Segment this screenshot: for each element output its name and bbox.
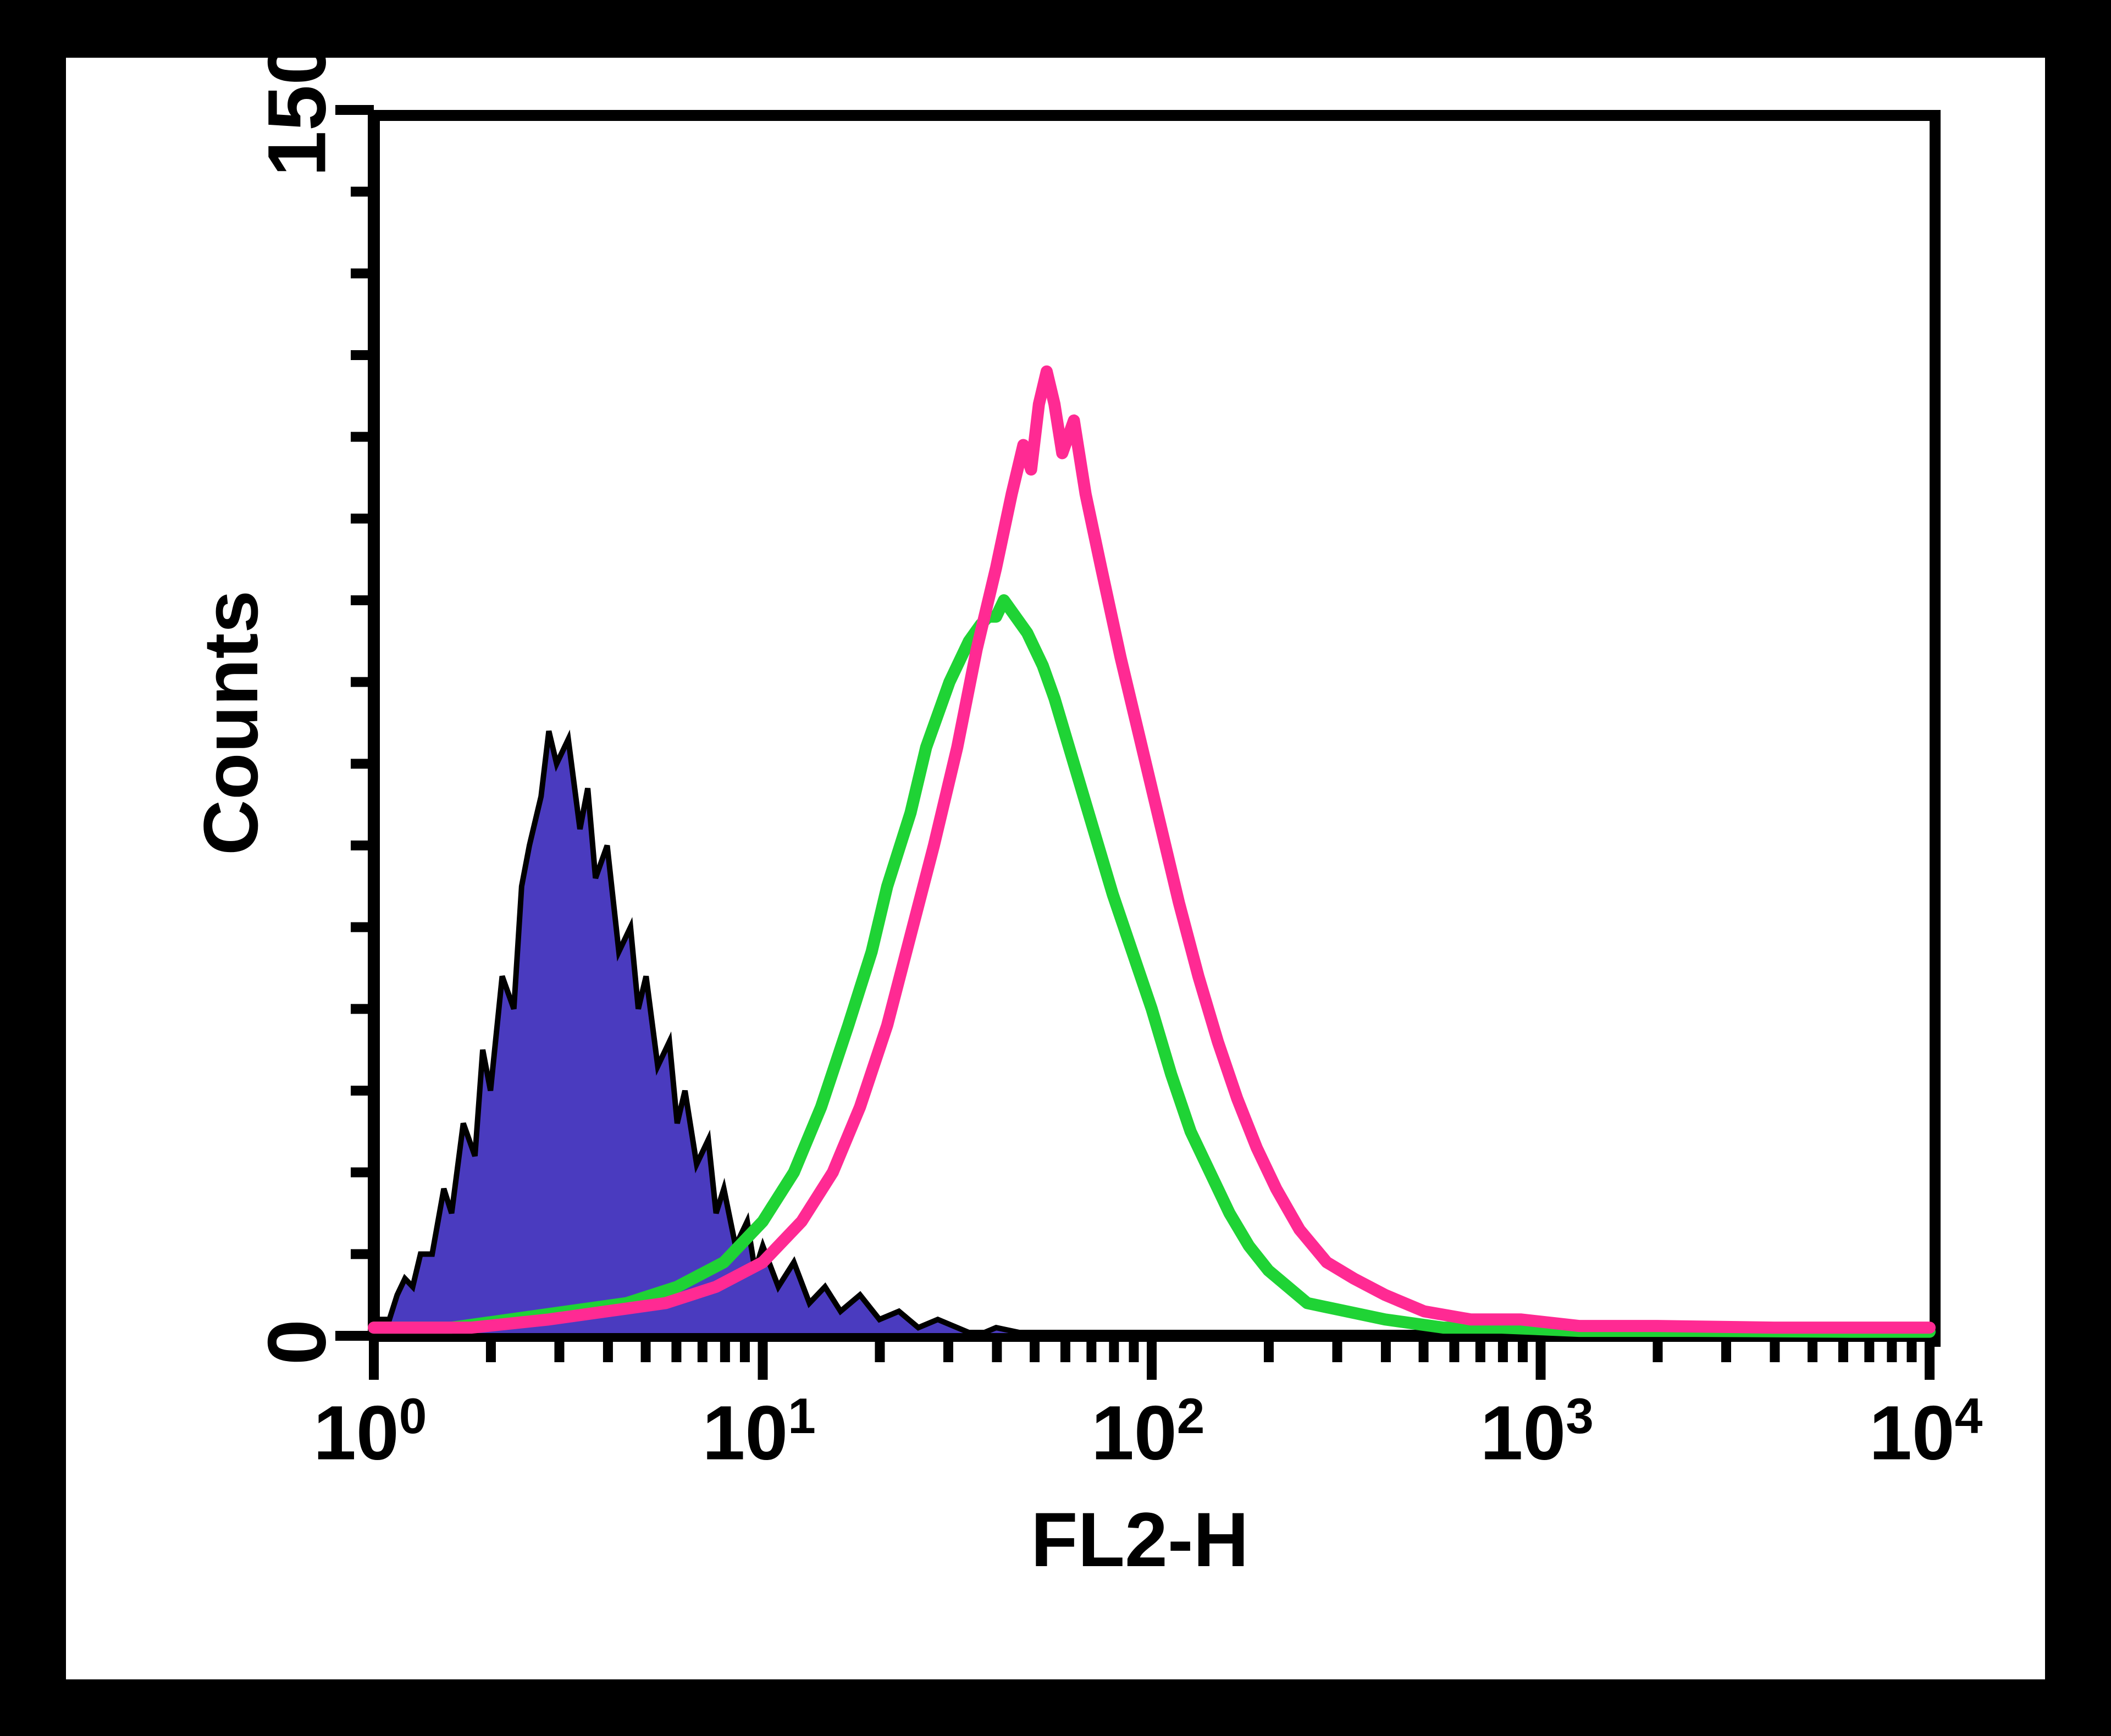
x-tick-1e0: 100 (313, 1388, 427, 1478)
x-tick-1e1: 101 (703, 1388, 816, 1478)
y-axis-label: Counts (186, 602, 275, 855)
x-tick-1e4: 104 (1869, 1388, 1982, 1478)
y-tick-150: 150 (250, 56, 345, 177)
x-tick-1e3: 103 (1480, 1388, 1594, 1478)
x-tick-1e2: 102 (1091, 1388, 1204, 1478)
x-axis-label: FL2-H (1031, 1495, 1249, 1584)
y-tick-0: 0 (250, 1282, 345, 1403)
